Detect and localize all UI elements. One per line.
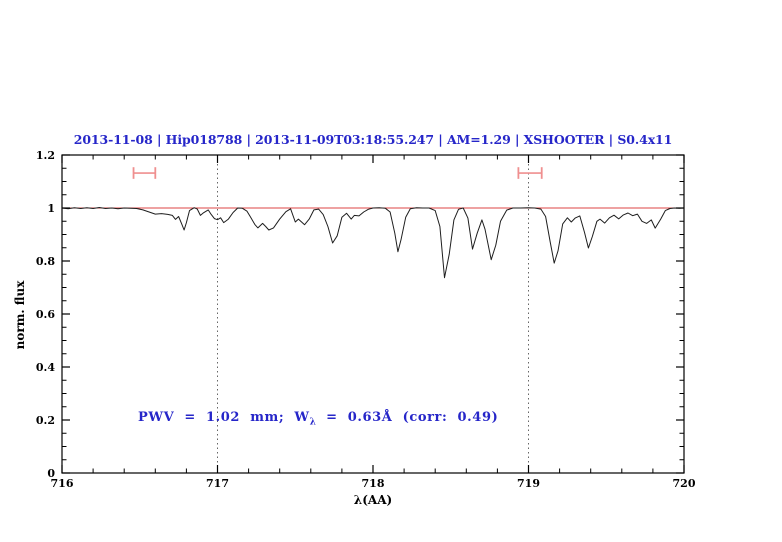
plot-title: 2013-11-08 | Hip018788 | 2013-11-09T03:1… bbox=[73, 132, 673, 147]
y-tick-label: 0.4 bbox=[36, 361, 55, 374]
x-axis-title: λ(AA) bbox=[353, 493, 393, 507]
y-tick-label: 1.2 bbox=[36, 149, 55, 162]
x-tick-label: 716 bbox=[51, 477, 74, 490]
pwv-annotation-pre: PWV = 1.02 mm; W bbox=[138, 410, 310, 425]
x-tick-label: 718 bbox=[362, 477, 385, 490]
pwv-annotation-sub: λ bbox=[309, 417, 316, 428]
pwv-annotation-post: = 0.63Å (corr: 0.49) bbox=[315, 410, 499, 425]
x-tick-label: 717 bbox=[206, 477, 229, 490]
y-tick-label: 1 bbox=[47, 202, 55, 215]
pwv-annotation: PWV = 1.02 mm; Wλ = 0.63Å (corr: 0.49) bbox=[138, 410, 498, 428]
y-tick-label: 0 bbox=[47, 467, 55, 480]
x-tick-label: 719 bbox=[517, 477, 540, 490]
y-tick-label: 0.8 bbox=[36, 255, 55, 268]
x-tick-label: 720 bbox=[673, 477, 696, 490]
spectrum-line bbox=[61, 207, 685, 279]
y-tick-label: 0.6 bbox=[36, 308, 55, 321]
y-axis-title: norm. flux bbox=[13, 280, 27, 350]
y-tick-label: 0.2 bbox=[36, 414, 55, 427]
